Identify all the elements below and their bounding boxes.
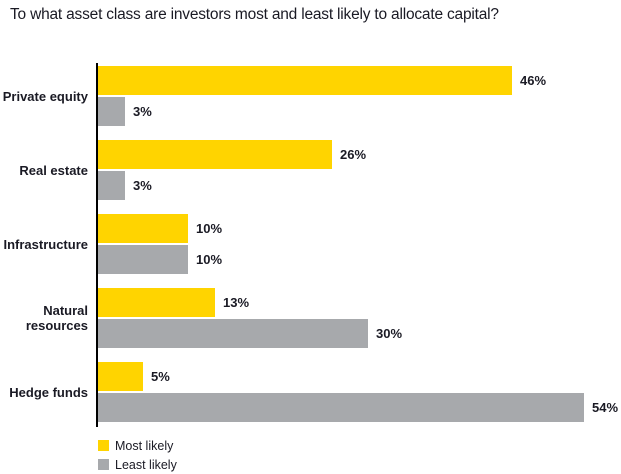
value-label: 26%: [340, 147, 367, 162]
chart-row: Natural resources 13% 30%: [0, 288, 621, 348]
value-label: 10%: [196, 221, 223, 236]
category-label: Hedge funds: [9, 384, 88, 400]
legend: Most likely Least likely: [98, 436, 177, 474]
value-label: 3%: [133, 104, 152, 119]
bar-most-likely: [98, 140, 332, 169]
bar-most-likely: [98, 288, 215, 317]
value-label: 3%: [133, 178, 152, 193]
category-label: Real estate: [19, 162, 88, 178]
bar-least-likely: [98, 393, 584, 422]
y-axis-line: [96, 63, 98, 427]
chart-row: Private equity 46% 3%: [0, 66, 621, 126]
bar-most-likely: [98, 214, 188, 243]
value-label: 30%: [376, 326, 403, 341]
chart-row: Hedge funds 5% 54%: [0, 362, 621, 422]
category-label: Private equity: [2, 88, 88, 104]
bar-most-likely: [98, 66, 512, 95]
value-label: 10%: [196, 252, 223, 267]
chart-row: Infrastructure 10% 10%: [0, 214, 621, 274]
value-label: 5%: [151, 369, 170, 384]
category-label: Infrastructure: [3, 236, 88, 252]
bar-least-likely: [98, 97, 125, 126]
legend-label-most-likely: Most likely: [115, 438, 174, 453]
legend-item-least-likely: Least likely: [98, 455, 177, 474]
value-label: 46%: [520, 73, 547, 88]
bar-least-likely: [98, 319, 368, 348]
chart-title: To what asset class are investors most a…: [10, 6, 499, 23]
bar-rows: Private equity 46% 3% Real estate 26% 3% Infra…: [0, 66, 621, 436]
chart-row: Real estate 26% 3%: [0, 140, 621, 200]
legend-swatch-least-likely-icon: [98, 459, 109, 470]
category-label: Natural resources: [25, 303, 88, 333]
legend-swatch-most-likely-icon: [98, 440, 109, 451]
value-label: 13%: [223, 295, 250, 310]
legend-label-least-likely: Least likely: [115, 457, 177, 472]
value-label: 54%: [592, 400, 619, 415]
bar-least-likely: [98, 245, 188, 274]
bar-least-likely: [98, 171, 125, 200]
bar-most-likely: [98, 362, 143, 391]
legend-item-most-likely: Most likely: [98, 436, 177, 455]
